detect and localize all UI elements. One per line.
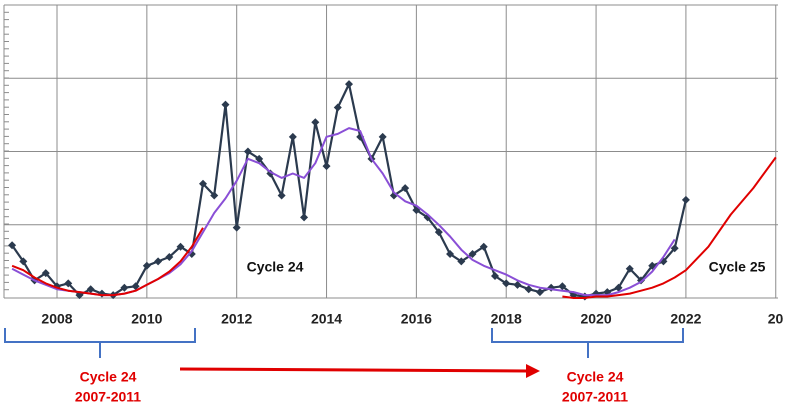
x-tick-label: 2014: [311, 311, 342, 327]
marker: [614, 283, 623, 292]
annotation: 2007-2011: [562, 389, 628, 405]
marker: [502, 279, 511, 288]
x-tick-label: 2018: [491, 311, 522, 327]
marker: [457, 257, 466, 266]
marker: [524, 285, 533, 294]
series-line: [11, 83, 687, 298]
x-tick-label: 2022: [670, 311, 701, 327]
x-tick-label: 2010: [131, 311, 162, 327]
marker: [558, 282, 567, 291]
marker: [311, 118, 320, 127]
marker: [513, 280, 522, 289]
marker: [165, 252, 174, 261]
marker: [344, 80, 353, 89]
marker: [210, 191, 219, 200]
marker: [8, 241, 17, 250]
marker: [535, 288, 544, 297]
marker: [255, 154, 264, 163]
marker: [142, 261, 151, 270]
series-line: [11, 127, 676, 297]
annotation: Cycle 25: [709, 259, 766, 275]
x-tick-label: 2016: [401, 311, 432, 327]
marker: [378, 132, 387, 141]
marker: [670, 244, 679, 253]
marker: [322, 162, 331, 171]
marker: [434, 228, 443, 237]
marker: [19, 257, 28, 266]
marker: [86, 285, 95, 294]
x-tick-label: 2012: [221, 311, 252, 327]
annotation: Cycle 24: [80, 369, 137, 385]
x-tick-label: 2008: [41, 311, 72, 327]
marker: [401, 184, 410, 193]
bracket: [491, 328, 684, 358]
x-tick-label: 20: [768, 311, 784, 327]
x-tick-label: 2020: [580, 311, 611, 327]
marker: [681, 195, 690, 204]
marker: [300, 213, 309, 222]
marker: [243, 147, 252, 156]
marker: [625, 264, 634, 273]
series-line: [562, 156, 777, 299]
marker: [120, 283, 129, 292]
grid: 2008 2010 2012 2014 2016 2018 2020 2022 20: [3, 4, 784, 327]
marker: [277, 191, 286, 200]
marker: [446, 250, 455, 259]
marker: [221, 100, 230, 109]
marker: [64, 279, 73, 288]
annotation: Cycle 24: [567, 369, 624, 385]
arrow-head: [526, 364, 540, 378]
series-line: [11, 227, 204, 297]
annotation: 2007-2011: [75, 389, 141, 405]
plot: [8, 80, 777, 301]
marker: [41, 269, 50, 278]
marker: [479, 242, 488, 251]
marker: [333, 103, 342, 112]
marker: [154, 257, 163, 266]
bracket: [4, 328, 196, 358]
arrow: [179, 367, 529, 373]
marker: [468, 250, 477, 259]
marker: [490, 272, 499, 281]
marker: [288, 132, 297, 141]
marker: [131, 282, 140, 291]
annotation: Cycle 24: [247, 259, 304, 275]
marker: [232, 223, 241, 232]
marker: [176, 242, 185, 251]
marker: [199, 179, 208, 188]
marker: [97, 289, 106, 298]
